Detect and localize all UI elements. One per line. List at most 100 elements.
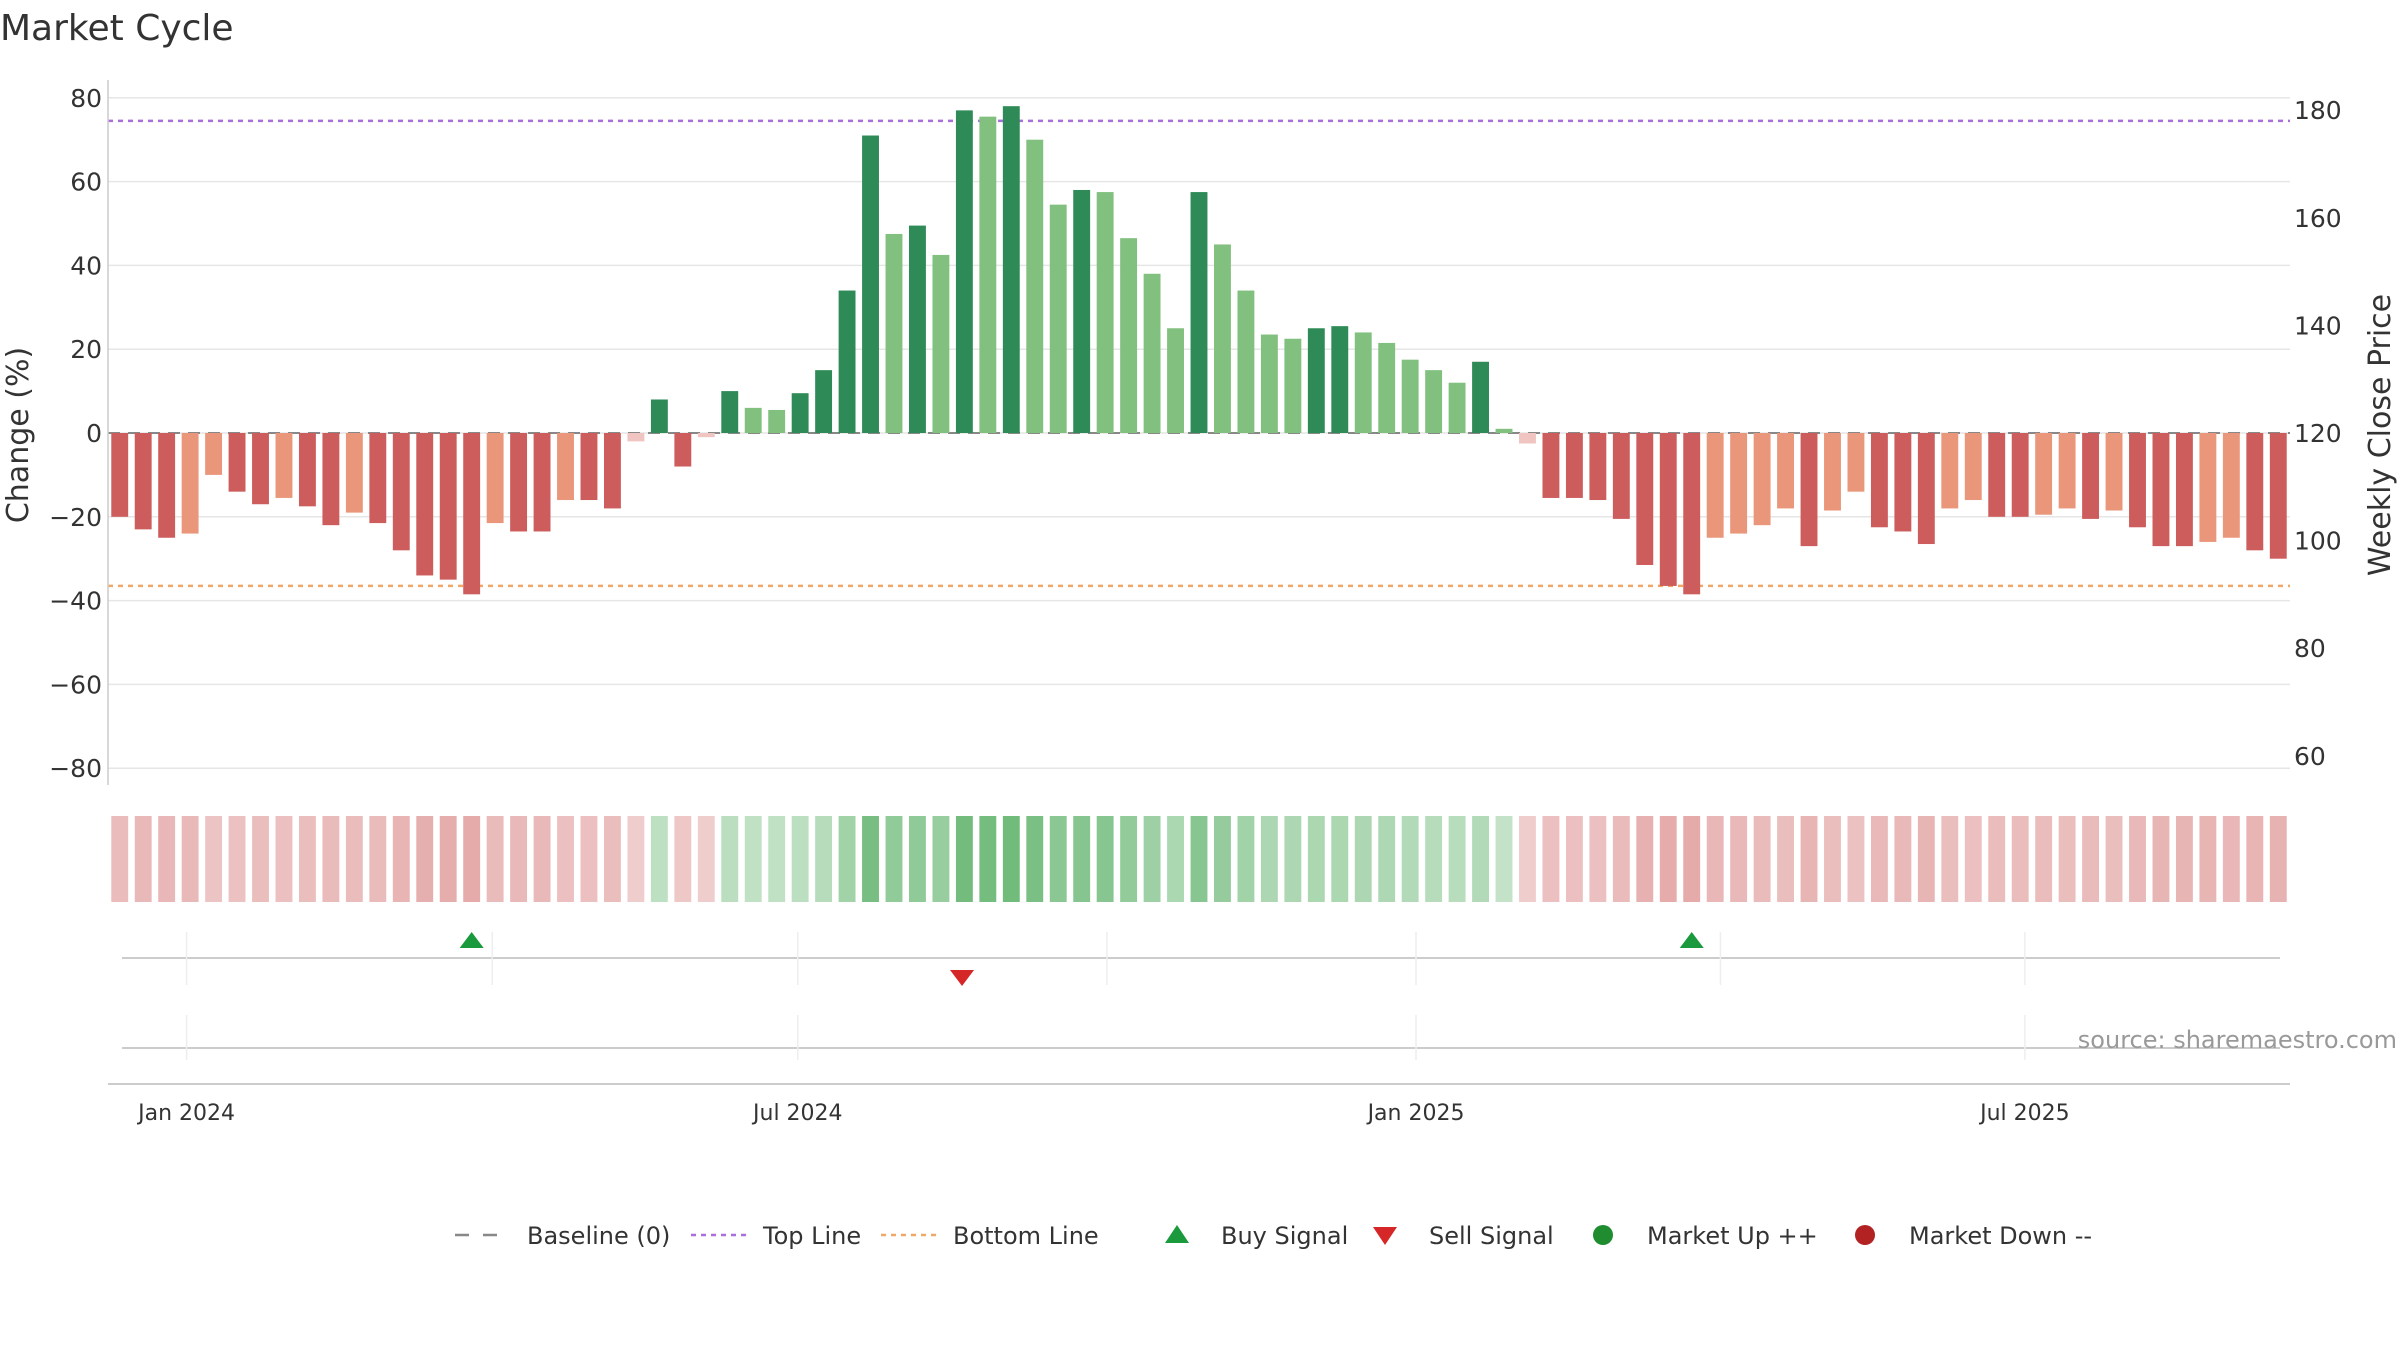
bar (909, 225, 926, 433)
bar (1870, 433, 1888, 528)
bar (1472, 361, 1489, 433)
strip-cell (392, 816, 410, 902)
right-tick-label: 180 (2294, 96, 2342, 125)
bar (1941, 433, 1959, 509)
strip-cell (885, 816, 903, 902)
right-tick-label: 100 (2294, 527, 2342, 556)
bar (252, 433, 269, 505)
bar (1800, 433, 1818, 547)
bar (2175, 433, 2193, 547)
left-tick-label: 40 (70, 251, 102, 280)
bar (838, 290, 856, 433)
strip-cell (697, 816, 715, 902)
bar (862, 135, 879, 433)
bar (932, 254, 950, 433)
strip-cell (1448, 816, 1466, 902)
bar (345, 433, 363, 513)
strip-cell (1002, 816, 1020, 902)
date-tick-label: Jul 2024 (751, 1101, 843, 1126)
strip-cell (510, 816, 528, 902)
bar (111, 433, 129, 517)
bar (768, 409, 786, 433)
bar (2129, 433, 2146, 528)
bar (1542, 433, 1560, 498)
right-tick-label: 80 (2294, 634, 2326, 663)
left-tick-label: 20 (70, 335, 102, 364)
bar (158, 433, 176, 538)
bar (557, 433, 574, 501)
right-tick-label: 140 (2294, 311, 2342, 340)
legend-label: Market Down -- (1909, 1222, 2092, 1250)
bar (744, 407, 762, 433)
left-tick-label: −20 (49, 503, 102, 532)
bar (1753, 433, 1771, 526)
strip-cell (1542, 816, 1560, 902)
bar (580, 433, 598, 501)
left-tick-label: −80 (49, 754, 102, 783)
buy-signal-marker (459, 932, 484, 948)
left-y-axis: 80 60 40 20 0 −20 −40 −60 −80 (49, 80, 109, 785)
strip-cell (181, 816, 199, 902)
bar (1284, 338, 1302, 433)
strip-cell (298, 816, 316, 902)
bar (1378, 342, 1396, 433)
strip-cell (1096, 816, 1114, 902)
strip-cell (1565, 816, 1583, 902)
date-tick-label: Jan 2024 (136, 1101, 235, 1126)
legend-item: Bottom Line (881, 1222, 1099, 1250)
bar (1495, 428, 1513, 433)
bar (1401, 359, 1419, 433)
bar (2035, 433, 2053, 515)
bar (181, 433, 199, 534)
bar (416, 433, 434, 576)
strip-cell (1425, 816, 1443, 902)
bar (674, 433, 692, 467)
strip-cell (721, 816, 739, 902)
strip-cell (2246, 816, 2264, 902)
strip-cell (1167, 816, 1184, 902)
strip-cell (275, 816, 293, 902)
strip-cell (674, 816, 692, 902)
bar (134, 433, 152, 530)
bar (2152, 433, 2170, 547)
strip-cell (134, 816, 152, 902)
strip-cell (439, 816, 457, 902)
strip-cell (1284, 816, 1302, 902)
bar (815, 370, 833, 433)
bar (1988, 433, 2006, 517)
strip-cell (1120, 816, 1138, 902)
strip-cell (862, 816, 879, 902)
strip-cell (1847, 816, 1865, 902)
strip-cell (791, 816, 809, 902)
strip-cell (322, 816, 340, 902)
bar (510, 433, 528, 532)
bar (791, 393, 809, 433)
bar (1659, 433, 1677, 586)
left-tick-label: −60 (49, 670, 102, 699)
strip-cell (1495, 816, 1513, 902)
signal-panel (122, 932, 2280, 1060)
strip-cell (838, 816, 856, 902)
bar (1683, 433, 1701, 595)
legend-item: Buy Signal (1165, 1222, 1348, 1250)
strip-cell (1073, 816, 1091, 902)
strip-cell (1917, 816, 1935, 902)
strip-cell (979, 816, 997, 902)
bar (627, 433, 645, 442)
bar (2222, 433, 2240, 538)
strip-cell (580, 816, 598, 902)
strip-cell (1237, 816, 1255, 902)
bar (1073, 189, 1091, 433)
left-tick-label: 60 (70, 168, 102, 197)
bar (603, 433, 621, 509)
strip-cell (1214, 816, 1231, 902)
date-tick-label: Jul 2025 (1978, 1101, 2070, 1126)
left-tick-label: 80 (70, 84, 102, 113)
strip-cell (1824, 816, 1841, 902)
bar (205, 433, 223, 475)
strip-cell (1894, 816, 1912, 902)
bar (721, 391, 739, 433)
legend: Baseline (0) Top Line Bottom Line Buy Signa… (455, 1222, 2092, 1250)
strip-cell (345, 816, 363, 902)
strip-cell (1307, 816, 1325, 902)
